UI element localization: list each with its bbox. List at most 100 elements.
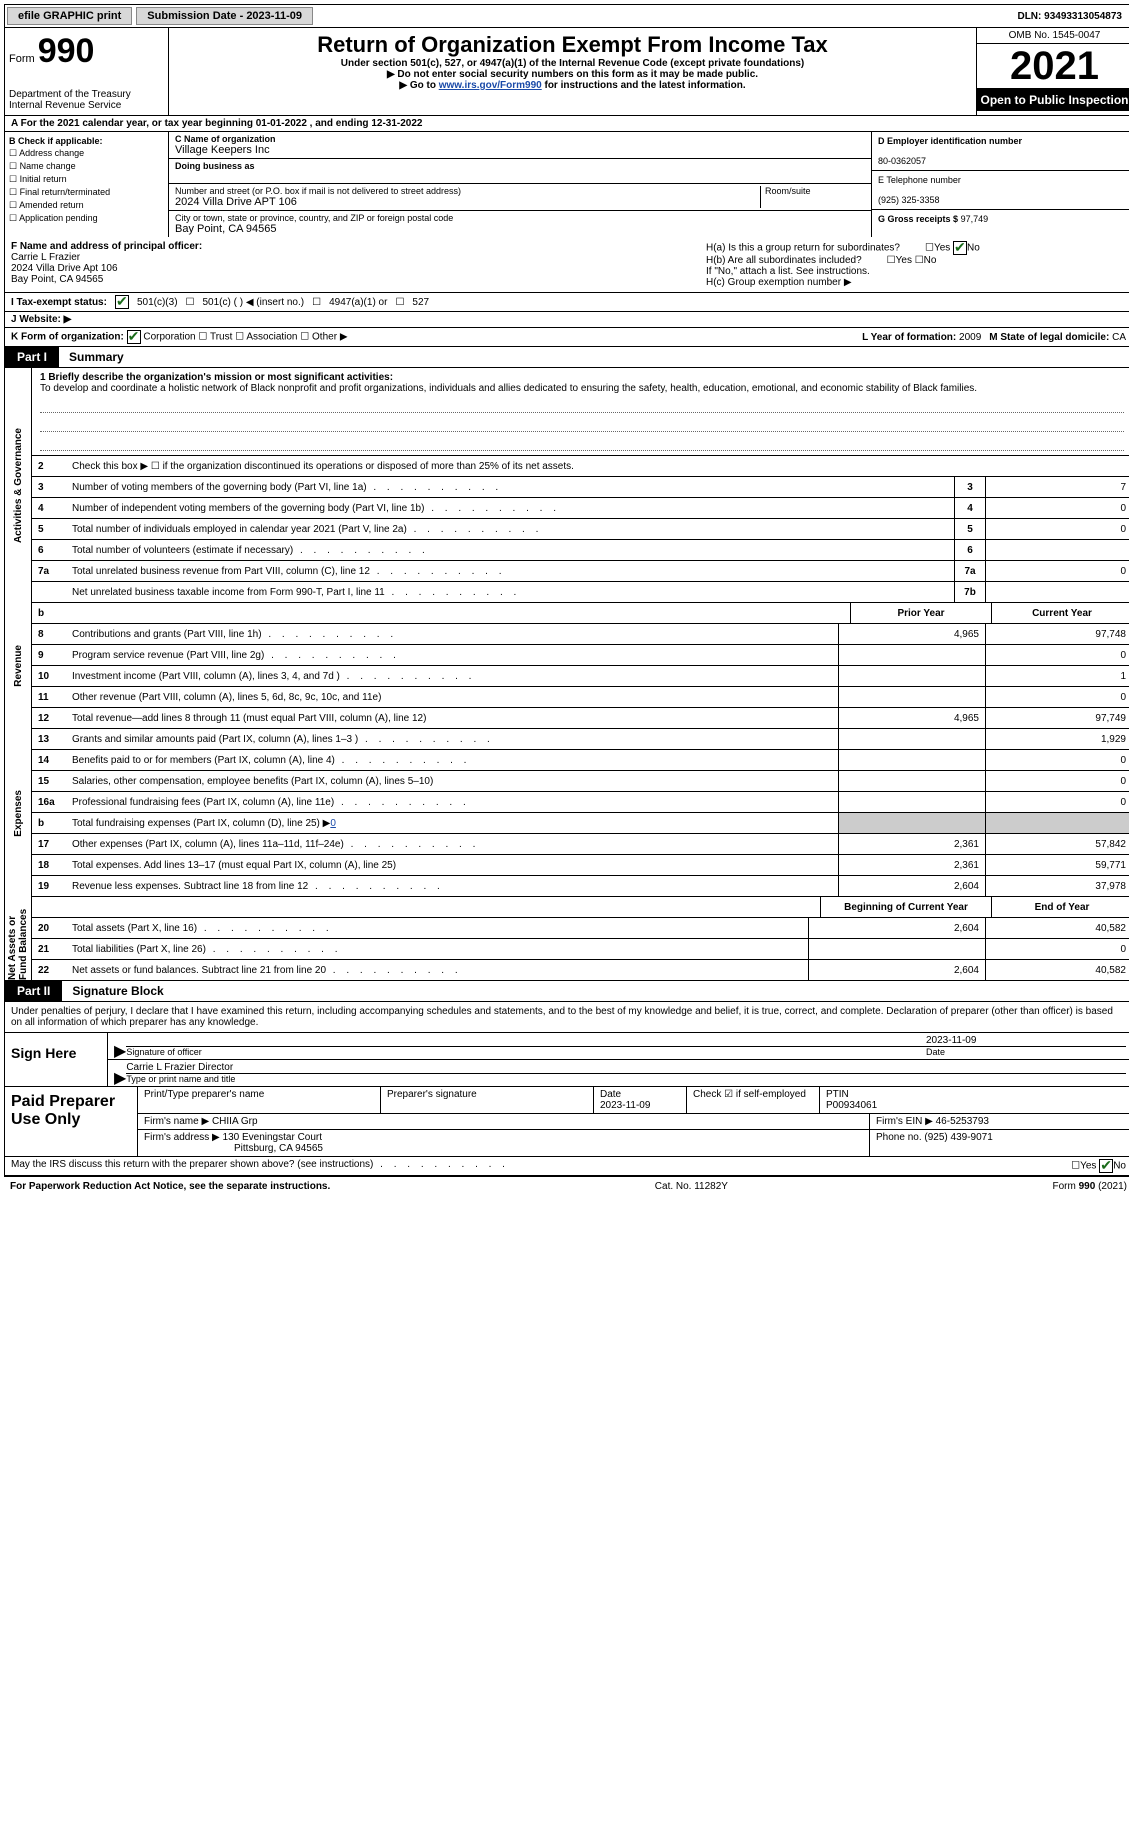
ein-cell: D Employer identification number 80-0362… xyxy=(872,132,1129,171)
mission-label: 1 Briefly describe the organization's mi… xyxy=(40,372,1124,383)
line-12: 12Total revenue—add lines 8 through 11 (… xyxy=(32,708,1129,729)
phone-label: Phone no. xyxy=(876,1132,922,1143)
form-title: Return of Organization Exempt From Incom… xyxy=(173,32,972,58)
cb-corp[interactable] xyxy=(127,330,141,344)
city-val: Bay Point, CA 94565 xyxy=(175,223,277,235)
part1-header: Part I Summary xyxy=(4,347,1129,368)
org-name-cell: C Name of organization Village Keepers I… xyxy=(169,132,871,159)
sub3-post: for instructions and the latest informat… xyxy=(542,80,746,91)
line-18: 18Total expenses. Add lines 13–17 (must … xyxy=(32,855,1129,876)
col-d: D Employer identification number 80-0362… xyxy=(871,132,1129,237)
part2-header: Part II Signature Block xyxy=(4,981,1129,1002)
signature-block: Under penalties of perjury, I declare th… xyxy=(4,1002,1129,1087)
line-13: 13Grants and similar amounts paid (Part … xyxy=(32,729,1129,750)
ha-no-check[interactable] xyxy=(953,241,967,255)
officer-name: Carrie L Frazier xyxy=(11,252,80,263)
preparer-label: Paid Preparer Use Only xyxy=(5,1087,138,1156)
ptin-label: PTIN xyxy=(826,1089,849,1100)
form-sub2: ▶ Do not enter social security numbers o… xyxy=(173,69,972,80)
rev-vtab: Revenue xyxy=(5,603,32,729)
officer-addr1: 2024 Villa Drive Apt 106 xyxy=(11,263,118,274)
line-16b: bTotal fundraising expenses (Part IX, co… xyxy=(32,813,1129,834)
open-public: Open to Public Inspection xyxy=(977,89,1129,111)
sig-label: Signature of officer xyxy=(126,1046,926,1057)
state-domicile: M State of legal domicile: CA xyxy=(989,332,1126,343)
line-8: 8Contributions and grants (Part VIII, li… xyxy=(32,624,1129,645)
sub3-pre: ▶ Go to xyxy=(399,80,438,91)
cb-final[interactable]: ☐ Final return/terminated xyxy=(9,187,164,198)
cb-pending[interactable]: ☐ Application pending xyxy=(9,213,164,224)
officer-label: F Name and address of principal officer: xyxy=(11,241,202,252)
header-right: OMB No. 1545-0047 2021 Open to Public In… xyxy=(976,28,1129,115)
cb-amended[interactable]: ☐ Amended return xyxy=(9,200,164,211)
cb-name[interactable]: ☐ Name change xyxy=(9,161,164,172)
dln-label: DLN: 93493313054873 xyxy=(1017,11,1129,22)
addr-cell: Number and street (or P.O. box if mail i… xyxy=(169,184,871,211)
prep-line-3: Firm's address ▶ 130 Eveningstar CourtPi… xyxy=(138,1130,1129,1156)
sign-here-label: Sign Here xyxy=(5,1033,108,1086)
officer-sig-line: ▶ Signature of officer 2023-11-09Date xyxy=(108,1033,1129,1060)
dba-cell: Doing business as xyxy=(169,159,871,184)
cb-addr[interactable]: ☐ Address change xyxy=(9,148,164,159)
sig-date-label: Date xyxy=(926,1046,1126,1057)
row-k: K Form of organization: Corporation ☐ Tr… xyxy=(4,328,1129,347)
firm-addr1: 130 Eveningstar Court xyxy=(223,1132,323,1143)
line-15: 15Salaries, other compensation, employee… xyxy=(32,771,1129,792)
dba-label: Doing business as xyxy=(175,161,255,171)
room-label: Room/suite xyxy=(765,186,811,196)
col-b: B Check if applicable: ☐ Address change … xyxy=(5,132,169,237)
footer-right: Form 990 (2021) xyxy=(1053,1181,1127,1192)
discuss-no-check[interactable] xyxy=(1099,1159,1113,1173)
mission-text: To develop and coordinate a holistic net… xyxy=(40,383,1124,394)
city-label: City or town, state or province, country… xyxy=(175,213,453,223)
tel-val: (925) 325-3358 xyxy=(878,195,940,205)
discuss-text: May the IRS discuss this return with the… xyxy=(11,1159,1071,1173)
line-7a: 7aTotal unrelated business revenue from … xyxy=(32,561,1129,582)
footer-mid: Cat. No. 11282Y xyxy=(655,1181,728,1192)
gov-vtab: Activities & Governance xyxy=(5,368,32,603)
header-left: Form 990 Department of the Treasury Inte… xyxy=(5,28,169,115)
tax-status-label: I Tax-exempt status: xyxy=(11,297,107,308)
prep-name-label: Print/Type preparer's name xyxy=(144,1089,264,1100)
gross-val: 97,749 xyxy=(961,214,989,224)
form-org-label: K Form of organization: xyxy=(11,332,124,343)
discuss-row: May the IRS discuss this return with the… xyxy=(4,1157,1129,1176)
line-17: 17Other expenses (Part IX, column (A), l… xyxy=(32,834,1129,855)
prep-date: 2023-11-09 xyxy=(600,1100,650,1111)
irs-link[interactable]: www.irs.gov/Form990 xyxy=(439,80,542,91)
tax-year: 2021 xyxy=(977,44,1129,89)
firm-ein: 46-5253793 xyxy=(936,1116,989,1127)
line-10: 10Investment income (Part VIII, column (… xyxy=(32,666,1129,687)
revenue-section: Revenue bPrior YearCurrent Year 8Contrib… xyxy=(4,603,1129,729)
preparer-block: Paid Preparer Use Only Print/Type prepar… xyxy=(4,1087,1129,1157)
tel-label: E Telephone number xyxy=(878,175,961,185)
line-21: 21Total liabilities (Part X, line 26)0 xyxy=(32,939,1129,960)
arrow-icon: ▶ xyxy=(114,1047,126,1057)
net-vtab: Net Assets or Fund Balances xyxy=(5,897,32,980)
firm-ein-label: Firm's EIN ▶ xyxy=(876,1116,933,1127)
ein-label: D Employer identification number xyxy=(878,136,1022,146)
mission-block: 1 Briefly describe the organization's mi… xyxy=(32,368,1129,456)
h-cell: H(a) Is this a group return for subordin… xyxy=(700,237,1129,292)
expenses-section: Expenses 13Grants and similar amounts pa… xyxy=(4,729,1129,897)
form-number: 990 xyxy=(38,32,95,70)
org-name: Village Keepers Inc xyxy=(175,144,270,156)
col-c: C Name of organization Village Keepers I… xyxy=(169,132,871,237)
line-11: 11Other revenue (Part VIII, column (A), … xyxy=(32,687,1129,708)
part1-tab: Part I xyxy=(5,347,59,367)
phone-val: (925) 439-9071 xyxy=(924,1132,992,1143)
addr-val: 2024 Villa Drive APT 106 xyxy=(175,196,297,208)
addr-label: Number and street (or P.O. box if mail i… xyxy=(175,186,461,196)
row-i: I Tax-exempt status: 501(c)(3) ☐ 501(c) … xyxy=(4,293,1129,312)
efile-button[interactable]: efile GRAPHIC print xyxy=(7,7,132,25)
cb-501c3[interactable] xyxy=(115,295,129,309)
arrow-icon: ▶ xyxy=(114,1074,126,1084)
submission-button[interactable]: Submission Date - 2023-11-09 xyxy=(136,7,313,25)
dept-label: Department of the Treasury Internal Reve… xyxy=(9,89,164,111)
ha-label: H(a) Is this a group return for subordin… xyxy=(706,243,900,254)
firm-addr-label: Firm's address ▶ xyxy=(144,1132,220,1143)
tel-cell: E Telephone number (925) 325-3358 xyxy=(872,171,1129,210)
info-grid: B Check if applicable: ☐ Address change … xyxy=(4,132,1129,237)
cb-initial[interactable]: ☐ Initial return xyxy=(9,174,164,185)
line-4: 4Number of independent voting members of… xyxy=(32,498,1129,519)
